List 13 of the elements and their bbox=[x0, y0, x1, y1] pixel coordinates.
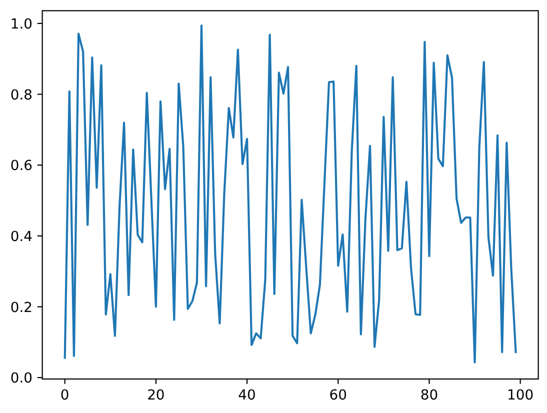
y-tick-label: 0.8 bbox=[10, 87, 32, 104]
line-series bbox=[64, 24, 517, 364]
x-tick-label: 60 bbox=[329, 387, 347, 404]
y-tick-label: 1.0 bbox=[10, 16, 32, 32]
x-tick-label: 80 bbox=[420, 387, 438, 404]
y-tick-label: 0.6 bbox=[10, 158, 32, 174]
y-tick-label: 0.4 bbox=[10, 228, 33, 245]
x-tick-label: 20 bbox=[147, 387, 165, 404]
x-tick-label: 0 bbox=[60, 387, 70, 404]
y-tick-label: 0.2 bbox=[10, 300, 32, 316]
x-tick-label: 100 bbox=[507, 387, 534, 404]
y-tick-label: 0.0 bbox=[10, 370, 32, 387]
x-tick-label: 40 bbox=[238, 387, 256, 404]
